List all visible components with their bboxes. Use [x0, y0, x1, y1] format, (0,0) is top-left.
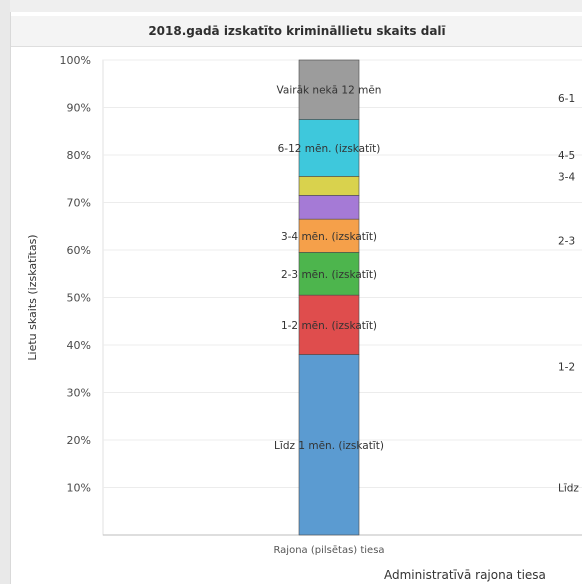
segment-label: 2-3 mēn. (izskatīt) [281, 269, 377, 281]
y-tick-label: 100% [60, 54, 91, 67]
stacked-bar-chart: 10% 20% 30% 40% 50% 60% 70% 80% 90% 100% Līdz 1 mē… [26, 54, 582, 582]
bar-segment [298, 218, 360, 253]
right-bar-label: 6-1 [558, 93, 575, 105]
bar-segment [298, 294, 360, 355]
segment-label: Līdz 1 mēn. (izskatīt) [274, 440, 384, 452]
right-bar-label: 4-5 [558, 150, 575, 162]
segment-label: 6-12 mēn. (izskatīt) [278, 143, 381, 155]
y-tick-label: 70% [67, 197, 91, 210]
segment-label: 3-4 mēn. (izskatīt) [281, 231, 377, 243]
segment-label: Vairāk nekā 12 mēn [277, 85, 382, 97]
bar-segment [298, 252, 360, 296]
bar-segment [298, 119, 360, 177]
chart-title: 2018.gadā izskatīto krimināllietu skaits… [11, 16, 582, 47]
right-bar-label: 1-2 [558, 361, 575, 373]
y-tick-label: 90% [67, 102, 91, 115]
y-tick-label: 30% [67, 387, 91, 400]
segment-label: 1-2 mēn. (izskatīt) [281, 320, 377, 332]
category-label: Rajona (pilsētas) tiesa [273, 545, 384, 556]
y-axis-title: Lietu skaits (izskatītas) [26, 234, 39, 360]
y-tick-label: 40% [67, 339, 91, 352]
right-bar-label: 3-4 [558, 171, 575, 183]
right-bar-label: Līdz [558, 483, 579, 495]
y-tick-label: 60% [67, 244, 91, 257]
bar-segment [298, 195, 360, 220]
y-tick-label: 80% [67, 149, 91, 162]
chart-panel: 2018.gadā izskatīto krimināllietu skaits… [10, 12, 582, 584]
y-tick-label: 20% [67, 434, 91, 447]
y-tick-label: 50% [67, 292, 91, 305]
y-tick-label: 10% [67, 482, 91, 495]
right-bar-label: 2-3 [558, 236, 575, 248]
bar-segment [298, 354, 360, 536]
bar-segment [298, 59, 360, 120]
x-axis-title: Administratīvā rajona tiesa [384, 568, 546, 582]
bar-segment [298, 176, 360, 196]
